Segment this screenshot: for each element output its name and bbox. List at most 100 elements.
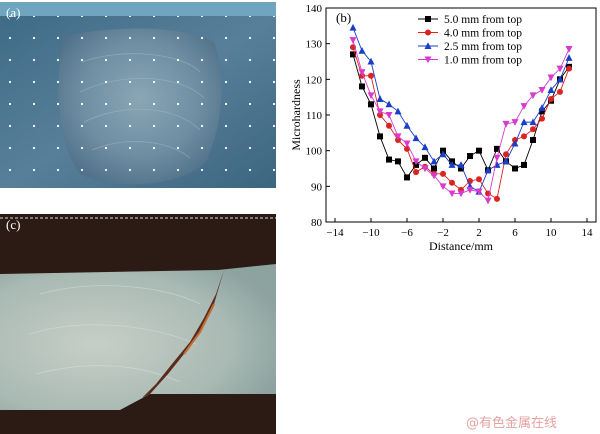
- data-point: [512, 165, 518, 172]
- legend-label: 1.0 mm from top: [444, 55, 522, 67]
- x-axis-label: Distance/mm: [429, 239, 494, 253]
- data-point: [511, 119, 519, 126]
- data-point: [421, 143, 429, 151]
- macrograph-c: (c): [0, 214, 276, 434]
- data-point: [476, 147, 482, 154]
- data-point: [521, 133, 527, 140]
- x-tick-label: 10: [546, 227, 558, 239]
- data-point: [386, 122, 392, 129]
- data-point: [538, 104, 546, 111]
- data-point: [548, 95, 554, 102]
- data-point: [511, 139, 519, 147]
- legend-marker: [425, 16, 431, 22]
- data-point: [386, 156, 392, 163]
- y-tick-label: 120: [306, 74, 323, 86]
- data-point: [466, 186, 474, 194]
- y-tick-label: 110: [306, 110, 323, 122]
- legend-marker: [425, 29, 431, 36]
- legend-label: 2.5 mm from top: [444, 41, 522, 53]
- data-point: [530, 136, 536, 143]
- data-point: [367, 92, 375, 100]
- panel-c-label: (c): [6, 217, 21, 232]
- data-point: [503, 151, 509, 158]
- legend-marker: [424, 42, 432, 49]
- y-tick-label: 100: [306, 146, 323, 158]
- data-point: [565, 54, 573, 61]
- data-point: [359, 83, 365, 90]
- data-point: [421, 165, 429, 173]
- macrograph-a-image: [0, 2, 276, 194]
- data-point: [376, 95, 384, 102]
- data-point: [358, 47, 366, 54]
- data-point: [502, 120, 510, 128]
- data-point: [431, 165, 437, 172]
- legend-label: 5.0 mm from top: [444, 14, 522, 26]
- data-point: [367, 57, 375, 65]
- data-point: [412, 158, 420, 166]
- data-point: [448, 161, 456, 168]
- x-tick-label: −6: [401, 227, 413, 239]
- plot-frame: [325, 7, 597, 223]
- x-tick-label: −14: [326, 227, 344, 239]
- data-point: [377, 133, 383, 140]
- legend-label: 4.0 mm from top: [444, 28, 522, 40]
- x-tick-label: 6: [512, 227, 518, 239]
- data-point: [404, 174, 410, 181]
- data-point: [494, 195, 500, 202]
- panel-a-label: (a): [6, 5, 21, 20]
- data-point: [475, 188, 483, 196]
- data-point: [521, 161, 527, 168]
- data-point: [539, 108, 545, 115]
- data-point: [394, 133, 402, 141]
- data-point: [349, 23, 357, 31]
- data-point: [484, 197, 492, 205]
- x-tick-label: 14: [582, 227, 594, 239]
- data-point: [529, 92, 537, 100]
- data-point: [566, 65, 572, 72]
- data-point: [448, 190, 456, 198]
- data-point: [494, 145, 500, 152]
- x-axis-ticks: −14 −10 −6 −2 2 6 10 14: [326, 218, 593, 239]
- data-point: [439, 183, 447, 191]
- data-point: [412, 134, 420, 142]
- macrograph-a: (a): [0, 2, 276, 194]
- data-point: [502, 157, 510, 165]
- microhardness-chart: −14 −10 −6 −2 2 6 10 14 80 90 100 110 120 130 140 5.0…: [289, 3, 597, 253]
- y-axis-ticks: 80 90 100 110 120 130 140: [306, 3, 330, 229]
- data-point: [430, 172, 438, 180]
- data-point: [430, 157, 438, 165]
- legend-marker: [424, 56, 432, 64]
- data-point: [413, 169, 419, 176]
- data-point: [440, 170, 446, 177]
- data-point: [539, 115, 545, 122]
- data-point: [385, 112, 393, 119]
- data-point: [529, 118, 537, 126]
- data-point: [439, 150, 447, 158]
- data-point: [520, 103, 528, 110]
- data-point: [565, 46, 573, 53]
- y-tick-label: 90: [311, 181, 323, 193]
- data-point: [385, 100, 393, 108]
- chart-panel-label: (b): [336, 10, 351, 25]
- data-point: [368, 101, 374, 108]
- data-point: [358, 69, 366, 76]
- data-point: [457, 190, 465, 198]
- x-tick-label: −2: [437, 227, 449, 239]
- data-point: [530, 126, 536, 133]
- data-point: [557, 88, 563, 95]
- data-point: [457, 161, 465, 168]
- y-tick-label: 130: [306, 39, 323, 51]
- y-tick-label: 80: [311, 217, 323, 229]
- y-tick-label: 140: [306, 3, 323, 15]
- data-point: [493, 154, 501, 162]
- data-point: [394, 107, 402, 115]
- data-point: [547, 86, 555, 94]
- data-point: [422, 154, 428, 161]
- data-point: [395, 158, 401, 165]
- data-point: [458, 165, 464, 172]
- watermark: @有色金属在线: [466, 416, 558, 431]
- data-point: [556, 75, 564, 83]
- data-point: [538, 87, 546, 94]
- data-point: [520, 118, 528, 126]
